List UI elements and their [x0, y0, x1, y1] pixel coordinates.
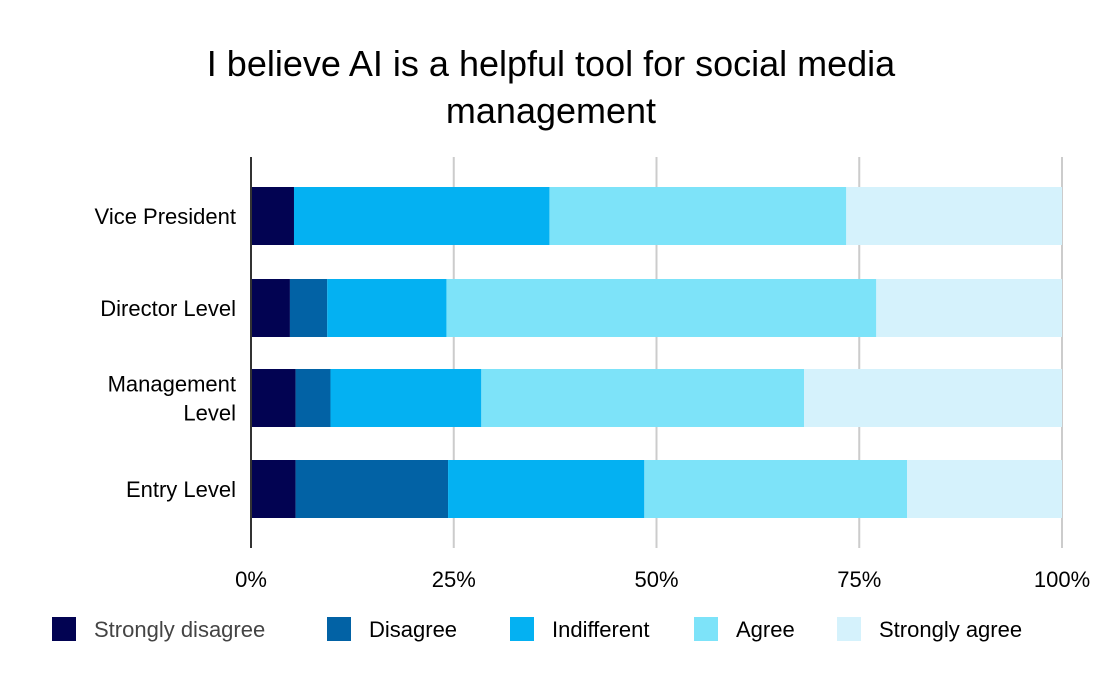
- category-label: Vice President: [95, 204, 236, 229]
- legend-label: Disagree: [369, 617, 457, 642]
- legend: Strongly disagree Disagree Indifferent Agre…: [52, 617, 1022, 642]
- bar-segment: [846, 187, 1062, 245]
- legend-label: Strongly disagree: [94, 617, 265, 642]
- legend-swatch: [52, 617, 76, 641]
- legend-label: Strongly agree: [879, 617, 1022, 642]
- legend-swatch: [510, 617, 534, 641]
- x-tick-label: 50%: [634, 567, 678, 592]
- category-label: Level: [183, 401, 236, 426]
- legend-label: Agree: [736, 617, 795, 642]
- legend-swatch: [694, 617, 718, 641]
- bar-segment: [448, 460, 645, 518]
- bar-segment: [289, 279, 328, 337]
- bar-segment: [293, 187, 550, 245]
- bar-segment: [876, 279, 1062, 337]
- chart-title-line-2: management: [446, 90, 656, 131]
- chart-title-line-1: I believe AI is a helpful tool for socia…: [207, 43, 896, 84]
- category-label: Entry Level: [126, 477, 236, 502]
- category-label: Management: [108, 372, 236, 397]
- legend-label: Indifferent: [552, 617, 649, 642]
- legend-swatch: [837, 617, 861, 641]
- category-label: Director Level: [100, 296, 236, 321]
- bar-segment: [804, 369, 1062, 427]
- legend-swatch: [327, 617, 351, 641]
- bar-segment: [295, 460, 449, 518]
- bar-segment: [549, 187, 847, 245]
- bar-segment: [481, 369, 805, 427]
- x-tick-label: 75%: [837, 567, 881, 592]
- x-tick-label: 100%: [1034, 567, 1090, 592]
- bar-segment: [251, 460, 296, 518]
- bar-segment: [330, 369, 482, 427]
- bar-segment: [251, 369, 296, 427]
- plot-area: 0% 25% 50% 75% 100% Vice President Director Le…: [95, 157, 1090, 592]
- bar-segment: [907, 460, 1062, 518]
- bar-segment: [295, 369, 331, 427]
- bar-segment: [446, 279, 877, 337]
- x-tick-label: 25%: [432, 567, 476, 592]
- bar-segment: [251, 279, 290, 337]
- bar-segment: [327, 279, 447, 337]
- bar-segment: [251, 187, 294, 245]
- bar-segment: [644, 460, 908, 518]
- x-tick-label: 0%: [235, 567, 267, 592]
